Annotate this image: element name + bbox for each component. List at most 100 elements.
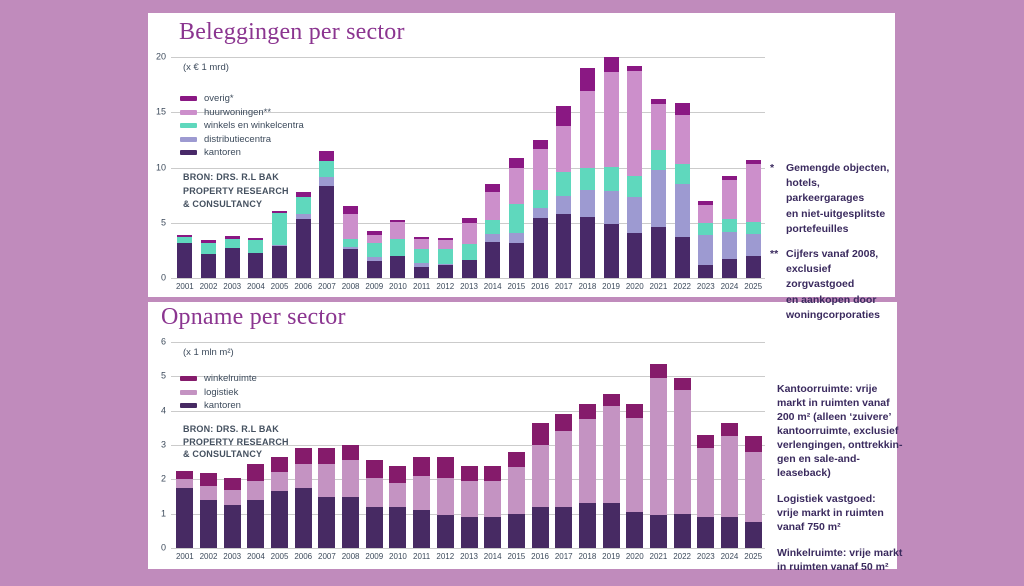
x-tick-label: 2019 [602, 552, 620, 561]
bar-segment-winkelruimte [578, 403, 596, 420]
x-tick-label: 2018 [578, 282, 597, 291]
bar-segment-kantoren [744, 522, 762, 548]
bar-2005 [272, 210, 288, 278]
bar-segment-huurwoningen [650, 103, 666, 151]
beleggingen-legend: overig* huurwoningen** winkels en winkelce… [180, 92, 304, 160]
bar-segment-kantoren [531, 506, 549, 548]
bar-segment-logistiek [460, 481, 478, 518]
bar-segment-kantoren [413, 510, 431, 548]
bar-segment-kantoren [436, 515, 454, 548]
bar-segment-distributiecentra [721, 231, 737, 260]
legend-label: winkelruimte [204, 373, 257, 385]
x-tick-label: 2010 [389, 282, 407, 291]
bar-segment-logistiek [720, 436, 738, 518]
bar-segment-winkels-en-winkelcentra [248, 240, 264, 254]
legend-swatch [180, 376, 197, 382]
bar-segment-distributiecentra [745, 233, 761, 256]
bar-segment-kantoren [461, 260, 477, 278]
beleggingen-source: BRON: DRS. R.L BAK PROPERTY RESEARCH & C… [183, 172, 289, 209]
bar-segment-overig [508, 157, 524, 168]
bar-segment-logistiek [578, 419, 596, 504]
bar-segment-kantoren [650, 227, 666, 278]
beleggingen-notes: * Gemengde objecten, hotels, parkeergara… [770, 161, 895, 333]
legend-swatch [180, 403, 197, 409]
bar-segment-winkelruimte [223, 477, 241, 490]
bar-2024 [721, 176, 737, 278]
bar-segment-overig [650, 99, 666, 104]
bar-segment-logistiek [507, 467, 525, 514]
bar-segment-overig [248, 238, 264, 241]
double-asterisk-marker: ** [770, 248, 779, 261]
bar-segment-overig [461, 217, 477, 224]
bar-segment-huurwoningen [745, 164, 761, 223]
bar-segment-kantoren [342, 496, 360, 548]
bar-segment-overig [201, 240, 217, 243]
legend-item: kantoren [180, 399, 257, 413]
legend-label: huurwoningen** [204, 106, 272, 118]
bar-segment-overig [627, 65, 643, 72]
bar-segment-winkels-en-winkelcentra [745, 222, 761, 234]
bar-2004 [248, 238, 264, 278]
opname-panel: Opname per sector (x 1 mln m²) winkelrui… [148, 302, 902, 573]
bar-segment-overig [295, 191, 311, 197]
bar-2020 [627, 65, 643, 278]
bar-segment-logistiek [365, 477, 383, 507]
legend-label: logistiek [204, 386, 239, 398]
legend-item: kantoren [180, 146, 304, 160]
bar-segment-logistiek [294, 463, 312, 488]
bar-segment-kantoren [223, 505, 241, 548]
x-tick-label: 2005 [270, 552, 289, 561]
bar-segment-kantoren [556, 214, 572, 278]
bar-2023 [698, 201, 714, 278]
bar-segment-overig [414, 236, 430, 239]
bar-2017 [555, 414, 573, 548]
bar-2025 [745, 159, 761, 278]
bar-segment-kantoren [390, 256, 406, 278]
bar-segment-huurwoningen [579, 91, 595, 168]
bar-segment-kantoren [319, 185, 335, 278]
bar-2022 [673, 378, 691, 548]
bar-segment-distributiecentra [437, 263, 453, 265]
bar-segment-winkelruimte [176, 470, 194, 480]
bar-segment-overig [319, 150, 335, 161]
y-tick-label: 0 [160, 542, 166, 553]
y-tick-label: 0 [160, 272, 166, 283]
bar-segment-overig [177, 234, 193, 238]
bar-segment-winkelruimte [720, 422, 738, 437]
bar-segment-kantoren [389, 506, 407, 548]
legend-label: winkels en winkelcentra [204, 120, 304, 132]
note-text: Kantoorruimte: vrije markt in ruimten va… [777, 383, 903, 479]
x-tick-label: 2024 [720, 552, 739, 561]
y-tick-label: 1 [160, 508, 166, 519]
bar-2012 [437, 238, 453, 278]
note-kantoorruimte: Kantoorruimte: vrije markt in ruimten va… [777, 382, 907, 480]
bar-segment-distributiecentra [366, 257, 382, 262]
asterisk-marker: * [770, 162, 775, 174]
bar-segment-winkelruimte [626, 403, 644, 418]
bar-2012 [436, 457, 454, 548]
bar-segment-winkelruimte [673, 378, 691, 391]
bar-segment-overig [532, 139, 548, 149]
bar-segment-huurwoningen [414, 238, 430, 249]
bar-segment-logistiek [673, 390, 691, 514]
bar-2008 [343, 206, 359, 278]
bar-segment-winkelruimte [484, 465, 502, 482]
note-text: Gemengde objecten, hotels, parkeergarage… [786, 162, 890, 235]
x-tick-label: 2012 [436, 552, 455, 561]
bar-2003 [224, 236, 240, 278]
gridline [171, 410, 765, 412]
bar-segment-winkels-en-winkelcentra [390, 238, 406, 257]
x-tick-label: 2022 [673, 552, 691, 561]
bar-segment-kantoren [271, 491, 289, 548]
bar-segment-winkels-en-winkelcentra [461, 244, 477, 261]
bar-segment-kantoren [555, 506, 573, 548]
bar-segment-winkelruimte [247, 463, 265, 482]
bar-segment-overig [485, 184, 501, 193]
bar-segment-winkelruimte [318, 448, 336, 464]
bar-segment-winkels-en-winkelcentra [366, 243, 382, 258]
note-cijfers-vanaf-2008: ** Cijfers vanaf 2008, exclusief zorgvas… [770, 247, 895, 323]
bar-segment-winkelruimte [413, 457, 431, 476]
bar-segment-overig [745, 159, 761, 165]
bar-segment-winkels-en-winkelcentra [177, 237, 193, 243]
bar-segment-kantoren [673, 513, 691, 548]
